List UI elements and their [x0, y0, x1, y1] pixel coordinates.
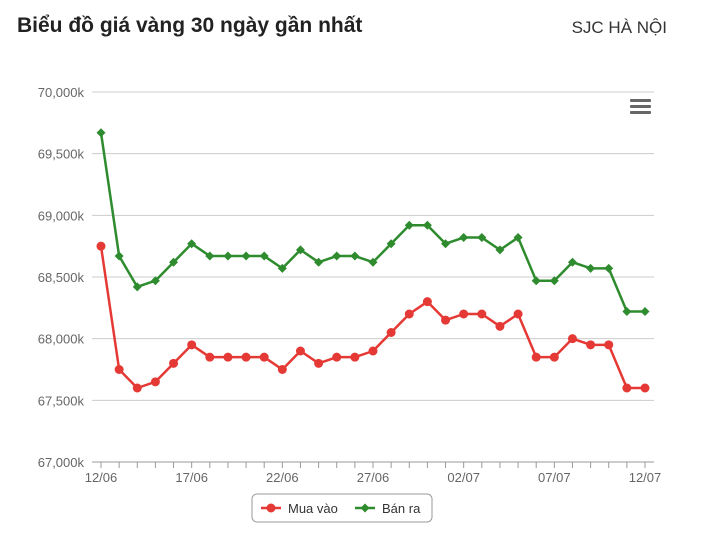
data-point	[259, 352, 269, 362]
data-point	[350, 251, 360, 261]
data-point	[295, 346, 305, 356]
data-point	[513, 233, 523, 243]
data-point	[477, 233, 487, 243]
data-point	[549, 352, 559, 362]
data-point	[259, 251, 269, 261]
data-point	[640, 383, 650, 393]
legend-sell-label: Bán ra	[382, 501, 421, 516]
data-point	[132, 282, 142, 292]
y-tick-label: 67,500k	[38, 393, 85, 408]
data-point	[404, 220, 414, 230]
data-point	[223, 352, 233, 362]
data-point	[314, 358, 324, 368]
series-buy	[96, 241, 650, 393]
data-point	[150, 276, 160, 286]
data-point	[604, 340, 614, 350]
data-point	[622, 307, 632, 317]
data-point	[495, 245, 505, 255]
data-point	[549, 276, 559, 286]
data-point	[368, 257, 378, 267]
menu-icon[interactable]	[630, 99, 651, 114]
y-tick-label: 69,500k	[38, 147, 85, 162]
legend-box	[251, 493, 433, 523]
series-line	[99, 132, 645, 313]
x-tick-label: 07/07	[538, 470, 571, 485]
data-point	[169, 257, 179, 267]
data-point	[441, 315, 451, 325]
data-point	[96, 128, 106, 138]
data-point	[187, 340, 197, 350]
data-point	[531, 276, 541, 286]
data-point	[277, 263, 287, 273]
data-point	[441, 239, 451, 249]
legend-buy-label: Mua vào	[288, 501, 338, 516]
data-point	[567, 257, 577, 267]
page-title: Biểu đồ giá vàng 30 ngày gần nhất	[17, 14, 363, 37]
y-tick-label: 68,000k	[38, 332, 85, 347]
data-point	[459, 309, 469, 319]
data-point	[96, 241, 106, 251]
series-sell	[96, 128, 650, 317]
y-tick-label: 69,000k	[38, 208, 85, 223]
x-tick-label: 22/06	[266, 470, 299, 485]
legend-buy-marker	[266, 503, 276, 513]
data-point	[386, 239, 396, 249]
data-point	[459, 233, 469, 243]
data-point	[277, 365, 287, 374]
series-line	[99, 245, 645, 390]
x-tick-label: 12/07	[629, 470, 662, 485]
chart-header: Biểu đồ giá vàng 30 ngày gần nhất SJC HÀ…	[0, 0, 707, 60]
location-label: SJC HÀ NỘI	[571, 18, 667, 37]
data-point	[314, 257, 324, 267]
data-point	[114, 251, 124, 261]
data-point	[187, 239, 197, 249]
y-tick-label: 67,000k	[38, 455, 85, 470]
y-tick-label: 68,500k	[38, 270, 85, 285]
data-point	[477, 309, 487, 319]
data-point	[114, 365, 124, 374]
data-point	[205, 352, 215, 362]
data-point	[604, 263, 614, 273]
data-point	[567, 334, 577, 344]
data-point	[386, 328, 396, 337]
data-point	[422, 220, 432, 230]
x-tick-label: 02/07	[447, 470, 480, 485]
data-point	[241, 352, 251, 362]
series-group	[96, 128, 650, 393]
data-point	[241, 251, 251, 261]
data-point	[150, 377, 160, 387]
data-point	[422, 297, 432, 307]
data-point	[223, 251, 233, 261]
grid-lines	[92, 91, 654, 463]
x-tick-label: 27/06	[357, 470, 390, 485]
x-tick-label: 12/06	[85, 470, 118, 485]
data-point	[513, 309, 523, 319]
y-tick-label: 70,000k	[38, 85, 85, 100]
data-point	[295, 245, 305, 255]
data-point	[332, 251, 342, 261]
data-point	[132, 383, 142, 393]
data-point	[586, 263, 596, 273]
data-point	[350, 352, 360, 362]
data-point	[495, 321, 505, 331]
x-tick-label: 17/06	[175, 470, 208, 485]
data-point	[404, 309, 414, 319]
data-point	[368, 346, 378, 356]
legend-sell-marker	[360, 503, 370, 513]
data-point	[332, 352, 342, 362]
data-point	[640, 307, 650, 317]
data-point	[169, 358, 179, 368]
data-point	[586, 340, 596, 350]
data-point	[622, 383, 632, 393]
axes: 67,000k 67,500k 68,000k 68,500k 69,000k 69,50…	[38, 85, 662, 485]
legend: Mua vào Bán ra	[251, 493, 433, 523]
data-point	[205, 251, 215, 261]
data-point	[531, 352, 541, 362]
